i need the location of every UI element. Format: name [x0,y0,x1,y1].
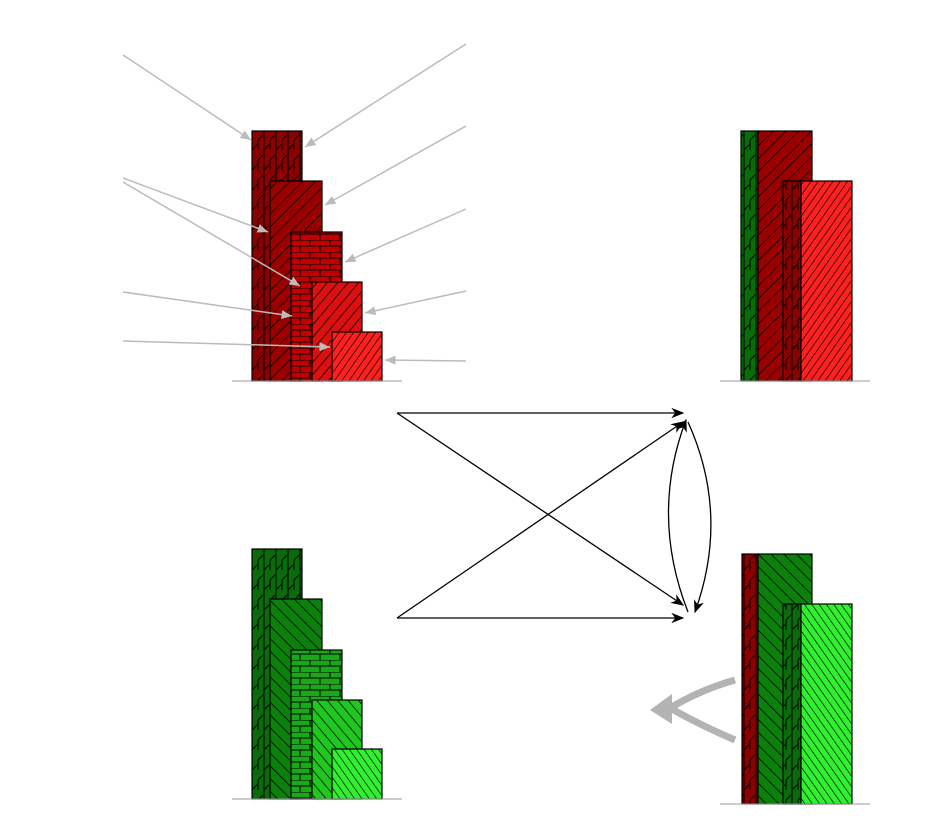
red-layered-wall [720,130,870,382]
pointer-arrows [122,43,467,365]
green-layered-wall [720,553,870,805]
merge-arrow [650,676,737,744]
red-wall-stack [232,130,402,382]
green-wall-stack [232,548,402,800]
mapping-arrows [396,407,712,624]
